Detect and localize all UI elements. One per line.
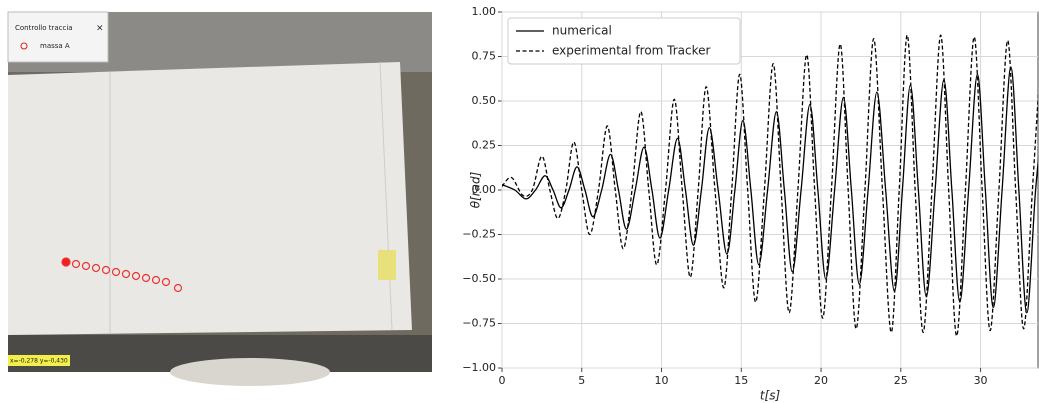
y-tick-label: 0.75 [472, 50, 497, 63]
y-tick-label: 0.00 [472, 183, 497, 196]
sticky-note [378, 250, 396, 280]
track-points [61, 257, 183, 293]
readout-box [8, 355, 70, 366]
y-tick-label: −0.75 [462, 317, 496, 330]
y-axis-label: θ[rad] [469, 171, 483, 208]
legend-box [507, 17, 741, 65]
chart: −1.00 −0.75 −0.50 −0.25 0.00 0.25 0.50 0.75 1.00… [462, 5, 1038, 387]
y-tick-label: −1.00 [462, 361, 496, 374]
legend-label: numerical [552, 24, 612, 38]
board-fold [379, 61, 393, 331]
y-tick-label: −0.25 [462, 228, 496, 241]
control-panel [7, 11, 109, 63]
x-tick-label: 0 [499, 374, 506, 387]
x-tick-label: 20 [814, 374, 828, 387]
readout: x=-0,278 y=-0,430 [10, 358, 68, 365]
close-button[interactable]: × [96, 24, 104, 34]
y-tick-label: 1.00 [472, 5, 497, 18]
panel-title: Controllo traccia [15, 24, 73, 32]
x-tick-label: 25 [894, 374, 908, 387]
legend-label: experimental from Tracker [552, 44, 711, 58]
x-tick-label: 10 [655, 374, 669, 387]
y-tick-label: −0.50 [462, 272, 496, 285]
series-line [502, 34, 1038, 337]
track-icon [20, 42, 28, 50]
white-board [8, 62, 412, 335]
x-tick-label: 30 [974, 374, 988, 387]
y-tick-label: 0.50 [472, 94, 497, 107]
x-axis-label: t[s] [760, 389, 781, 403]
plot-lines [502, 34, 1038, 337]
x-tick-label: 5 [578, 374, 585, 387]
tracker-photo: Controllo traccia × massa A x=-0,278 y=-… [7, 11, 432, 386]
track-name: massa A [40, 42, 70, 50]
base [170, 358, 330, 386]
y-tick-label: 0.25 [472, 139, 497, 152]
x-tick-label: 15 [734, 374, 748, 387]
